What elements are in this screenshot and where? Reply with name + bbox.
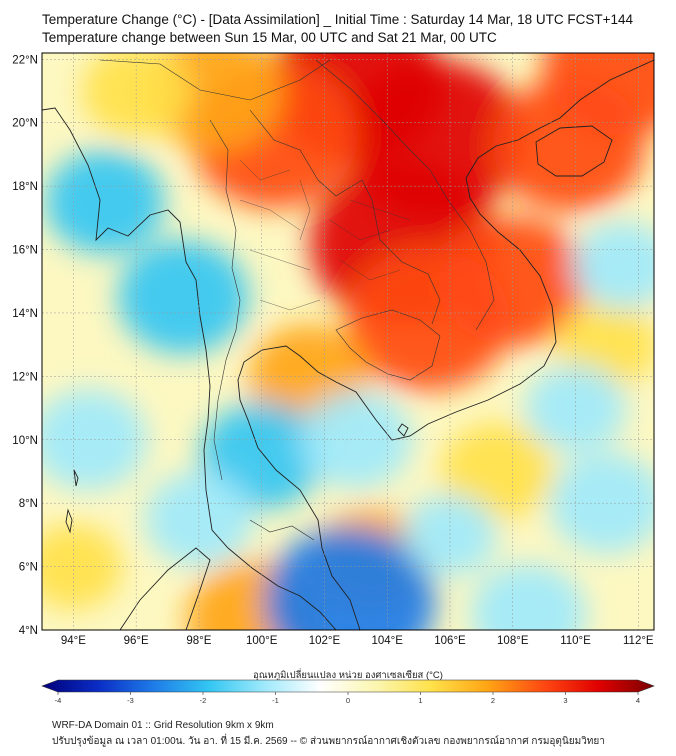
colorbar-tick-label: 1 bbox=[418, 696, 422, 705]
colorbar-tick-label: 3 bbox=[563, 696, 567, 705]
cold-anomaly-8 bbox=[470, 563, 587, 630]
warm-anomaly-12 bbox=[440, 422, 554, 521]
country-border-laos-vietnam bbox=[315, 59, 495, 331]
lat-label: 14°N bbox=[12, 308, 38, 320]
lat-label: 8°N bbox=[19, 498, 38, 510]
lat-label: 20°N bbox=[12, 118, 38, 130]
map-title: Temperature Change (°C) - [Data Assimila… bbox=[42, 12, 634, 27]
border-layer bbox=[99, 59, 495, 541]
cold-anomaly-10 bbox=[524, 364, 627, 453]
lon-label: 108°E bbox=[497, 635, 529, 647]
province-lines bbox=[239, 159, 411, 311]
lat-label: 18°N bbox=[12, 181, 38, 193]
lon-label: 98°E bbox=[186, 635, 211, 647]
lat-label: 10°N bbox=[12, 435, 38, 447]
colorbar-label: อุณหภูมิเปลี่ยนแปลง หน่วย องศาเซลเซียส (… bbox=[253, 668, 443, 681]
country-border-china bbox=[99, 59, 331, 101]
warm-anomaly-15 bbox=[81, 53, 191, 139]
colorbar-tick-label: 2 bbox=[491, 696, 495, 705]
colorbar-tick-label: -1 bbox=[272, 696, 279, 705]
cold-anomaly-3 bbox=[42, 389, 148, 491]
lon-label: 94°E bbox=[61, 635, 86, 647]
colorbar-tick-label: 0 bbox=[346, 696, 350, 705]
lon-label: 110°E bbox=[560, 635, 591, 647]
coastline-layer bbox=[42, 59, 654, 630]
cold-anomaly-2 bbox=[44, 150, 165, 255]
lon-label: 102°E bbox=[309, 635, 341, 647]
hainan-outline bbox=[535, 125, 613, 177]
colorbar-ticks: -4 -3 -2 -1 0 1 2 3 4 bbox=[55, 692, 640, 705]
country-border-thailand-malaysia bbox=[249, 519, 315, 541]
cold-anomaly-7 bbox=[548, 452, 654, 554]
cold-anomaly-1 bbox=[117, 240, 249, 354]
colorbar-tick-label: -3 bbox=[127, 696, 134, 705]
cold-anomaly-9 bbox=[572, 221, 654, 310]
island-phuquoc bbox=[397, 423, 409, 437]
lon-label: 104°E bbox=[371, 635, 403, 647]
colorbar-tick-label: -2 bbox=[200, 696, 207, 705]
cold-anomaly-6 bbox=[144, 471, 254, 567]
colorbar bbox=[41, 679, 655, 693]
mainland-coastline bbox=[42, 59, 654, 630]
sumatra-outline bbox=[119, 547, 211, 630]
longitude-labels: 94°E 96°E 98°E 100°E 102°E 104°E 106°E 108°E 110… bbox=[61, 635, 654, 647]
cold-anomaly-0 bbox=[264, 527, 436, 630]
field-layer bbox=[42, 53, 654, 630]
country-border-myanmar-thailand bbox=[209, 119, 241, 481]
map-subtitle: Temperature change between Sun 15 Mar, 0… bbox=[42, 30, 497, 45]
lon-label: 106°E bbox=[434, 635, 466, 647]
field-blobs bbox=[42, 53, 654, 630]
lat-label: 16°N bbox=[12, 245, 38, 257]
warm-anomaly-7 bbox=[542, 53, 654, 136]
map-frame bbox=[41, 52, 655, 631]
lat-label: 4°N bbox=[19, 625, 38, 637]
country-border-cambodia bbox=[335, 309, 441, 381]
lat-label: 22°N bbox=[12, 54, 38, 66]
temperature-change-map: 22°N 20°N 18°N 16°N 14°N 12°N 10°N 8°N 6°N 4°N 94… bbox=[12, 52, 655, 705]
colorbar-tick-label: -4 bbox=[55, 696, 62, 705]
country-border-thailand-laos bbox=[249, 109, 441, 325]
footer-model-info: WRF-DA Domain 01 :: Grid Resolution 9km … bbox=[52, 720, 274, 731]
lat-label: 6°N bbox=[19, 562, 38, 574]
colorbar-tick-label: 4 bbox=[636, 696, 640, 705]
lat-label: 12°N bbox=[12, 371, 38, 383]
footer-credit: ปรับปรุงข้อมูล ณ เวลา 01:00น. วัน อา. ที… bbox=[52, 736, 605, 747]
andaman-islands bbox=[65, 469, 79, 534]
lon-label: 96°E bbox=[124, 635, 149, 647]
lon-label: 100°E bbox=[246, 635, 278, 647]
lon-label: 112°E bbox=[623, 635, 654, 647]
latitude-labels: 22°N 20°N 18°N 16°N 14°N 12°N 10°N 8°N 6°N 4°N bbox=[12, 54, 38, 637]
